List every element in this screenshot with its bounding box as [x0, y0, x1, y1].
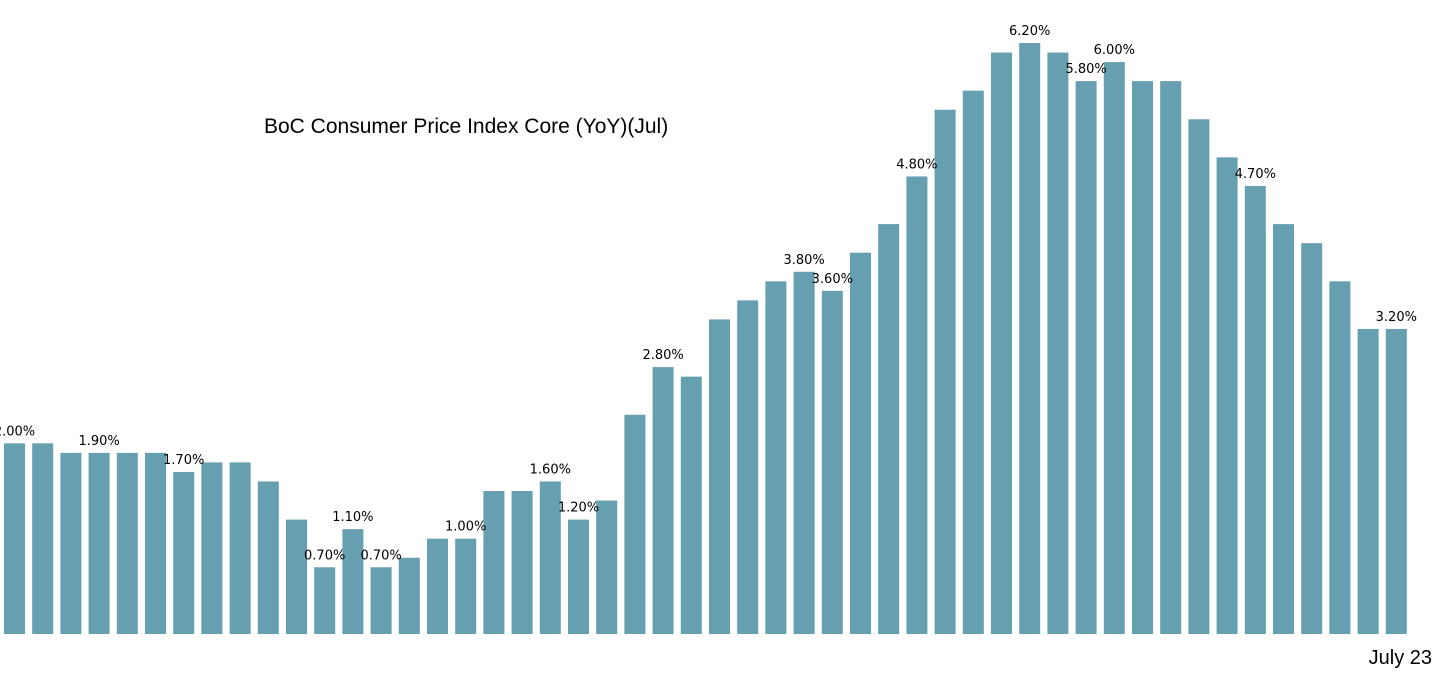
bar-10 — [286, 519, 307, 634]
data-label-32: 4.80% — [896, 157, 937, 172]
data-label-16: 1.00% — [445, 520, 486, 535]
bar-35 — [991, 52, 1012, 634]
bar-46 — [1301, 243, 1323, 634]
bar-25 — [709, 319, 730, 634]
data-label-36: 6.20% — [1009, 24, 1050, 39]
x-tick-label: July 23 — [1369, 647, 1432, 669]
bar-31 — [878, 224, 900, 635]
bar-44 — [1244, 185, 1266, 635]
bar-1 — [32, 443, 54, 634]
bar-33 — [934, 109, 956, 635]
data-label-12: 1.10% — [332, 510, 373, 525]
bar-20 — [568, 519, 589, 634]
bar-23 — [652, 367, 674, 634]
bar-3 — [88, 452, 110, 634]
data-label-19: 1.60% — [530, 462, 571, 477]
bar-17 — [483, 491, 505, 634]
bar-13 — [370, 567, 392, 634]
bar-15 — [427, 538, 448, 634]
bar-22 — [624, 414, 646, 634]
bar-18 — [511, 491, 533, 634]
bar-40 — [1132, 81, 1153, 634]
bar-28 — [793, 271, 815, 634]
bar-32 — [906, 176, 928, 634]
data-label-13: 0.70% — [360, 548, 401, 563]
data-label-38: 5.80% — [1065, 62, 1106, 77]
bar-45 — [1273, 224, 1294, 635]
bar-6 — [173, 471, 195, 634]
bar-24 — [680, 376, 702, 634]
data-labels-group: 2.00% 1.90% 1.70% 0.70% 1.10% 0.70% 1.00% 1.60%… — [0, 24, 1417, 563]
bar-9 — [257, 481, 279, 634]
bar-42 — [1188, 119, 1210, 634]
bar-7 — [201, 462, 223, 634]
bar-14 — [398, 557, 420, 634]
bar-38 — [1075, 81, 1097, 634]
bar-37 — [1047, 52, 1069, 634]
bar-48 — [1357, 328, 1379, 634]
data-label-11: 0.70% — [304, 548, 345, 563]
bar-47 — [1329, 281, 1351, 634]
data-label-3: 1.90% — [78, 434, 119, 449]
data-label-6: 1.70% — [163, 453, 204, 468]
bars-group — [4, 43, 1407, 635]
bar-19 — [539, 481, 561, 634]
bar-5 — [145, 452, 166, 634]
bar-30 — [850, 252, 871, 634]
bar-36 — [1019, 43, 1041, 634]
bar-8 — [229, 462, 251, 634]
bar-12 — [342, 529, 364, 634]
bar-0 — [4, 443, 25, 634]
data-label-20: 1.20% — [558, 501, 599, 516]
bar-11 — [314, 567, 336, 634]
bar-49 — [1385, 328, 1407, 634]
bar-29 — [821, 290, 843, 634]
bar-41 — [1160, 81, 1182, 634]
data-label-49: 3.20% — [1376, 310, 1417, 325]
bar-2 — [60, 452, 82, 634]
data-label-28: 3.80% — [783, 253, 824, 268]
data-label-23: 2.80% — [642, 348, 683, 363]
data-label-39: 6.00% — [1094, 43, 1135, 58]
data-label-44: 4.70% — [1235, 167, 1276, 182]
data-label-29: 3.60% — [812, 272, 853, 287]
bar-34 — [962, 90, 984, 634]
bar-43 — [1216, 157, 1238, 634]
bar-4 — [116, 452, 138, 634]
chart-title: BoC Consumer Price Index Core (YoY)(Jul) — [264, 115, 668, 138]
data-label-0: 2.00% — [0, 424, 35, 439]
bar-26 — [737, 300, 759, 634]
bar-16 — [455, 538, 477, 634]
bar-21 — [596, 500, 618, 634]
bar-27 — [765, 281, 787, 634]
bar-39 — [1103, 62, 1125, 635]
